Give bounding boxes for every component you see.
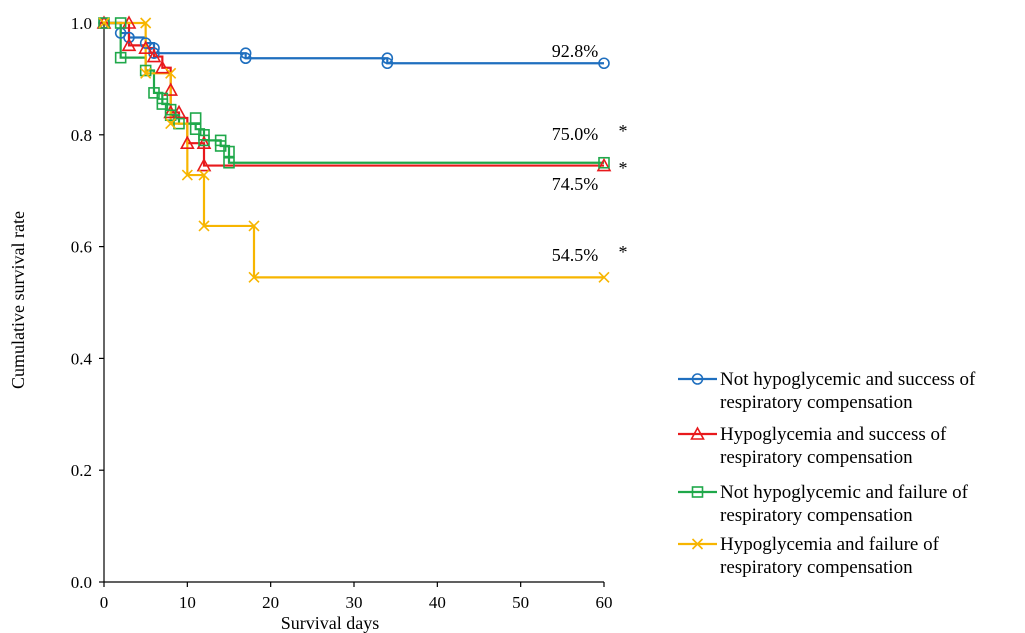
- data-point-marker: [239, 52, 252, 65]
- data-point-marker: [98, 17, 110, 29]
- data-point-marker: [123, 31, 135, 44]
- data-point-marker: [189, 112, 202, 124]
- legend-item-not-hypoglycemic-and-success-of-respiratory-compensation: Not hypoglycemic and success ofrespirato…: [678, 369, 976, 413]
- data-point-marker: [154, 60, 170, 74]
- y-tick-label: 0.4: [71, 349, 93, 368]
- data-point-marker: [198, 169, 210, 181]
- data-point-marker: [165, 67, 177, 79]
- data-point-marker: [139, 64, 152, 77]
- data-point-marker: [381, 52, 394, 65]
- x-tick-label: 50: [512, 593, 529, 612]
- legend-item-not-hypoglycemic-and-failure-of-respiratory-compensation: Not hypoglycemic and failure ofrespirato…: [678, 482, 969, 526]
- data-point-marker: [598, 156, 610, 169]
- significance-marker: *: [619, 242, 628, 262]
- series-markers: [96, 15, 612, 283]
- data-point-marker: [196, 135, 212, 149]
- data-point-marker: [163, 104, 179, 119]
- legend-swatch-marker: [691, 538, 704, 550]
- data-point-marker: [114, 51, 127, 64]
- data-point-marker: [598, 271, 610, 283]
- data-point-marker: [248, 220, 260, 232]
- legend-label: Not hypoglycemic and failure of: [720, 482, 969, 503]
- legend-label: Hypoglycemia and success of: [720, 424, 947, 445]
- data-point-marker: [248, 271, 260, 283]
- x-tick-label: 40: [429, 593, 446, 612]
- legend-swatch-marker: [691, 486, 704, 498]
- data-point-marker: [223, 145, 235, 158]
- data-point-marker: [114, 17, 127, 29]
- x-axis-title: Survival days: [281, 613, 380, 633]
- legend-label: respiratory compensation: [720, 447, 913, 468]
- series-lines: [104, 21, 604, 279]
- data-point-marker: [198, 134, 210, 147]
- end-percentage-label: 75.0%: [552, 124, 599, 144]
- end-percentage-label: 54.5%: [552, 245, 599, 265]
- data-point-marker: [98, 17, 110, 29]
- x-tick-label: 60: [596, 593, 613, 612]
- data-point-marker: [164, 109, 177, 122]
- x-tick-label: 20: [262, 593, 279, 612]
- data-point-marker: [223, 156, 235, 169]
- significance-marker: *: [619, 121, 628, 141]
- legend-label: respiratory compensation: [720, 392, 913, 413]
- y-tick-label: 0.0: [71, 573, 92, 592]
- data-point-marker: [181, 169, 193, 181]
- data-point-marker: [163, 82, 179, 96]
- end-percentage-label: 74.5%: [552, 174, 599, 194]
- series-line-hypoglycemia-and-success-of-respiratory-compensation: [104, 21, 604, 167]
- x-tick-label: 10: [179, 593, 196, 612]
- significance-marker: *: [619, 158, 628, 178]
- data-point-marker: [198, 220, 210, 232]
- legend-swatch-marker: [690, 426, 705, 440]
- y-tick-label: 0.2: [71, 461, 92, 480]
- data-point-marker: [239, 47, 252, 59]
- x-ticks: 0 10 20 30 40 50 60: [100, 582, 613, 612]
- end-annotations: 92.8% 74.5% * 75.0% * 54.5% *: [552, 41, 628, 265]
- series-line-not-hypoglycemic-and-success-of-respiratory-compensation: [104, 21, 604, 65]
- data-point-marker: [196, 157, 212, 172]
- end-percentage-label: 92.8%: [552, 41, 599, 61]
- data-point-marker: [598, 57, 610, 70]
- data-point-marker: [596, 157, 612, 172]
- series-line-not-hypoglycemic-and-failure-of-respiratory-compensation: [104, 21, 604, 164]
- data-point-marker: [173, 117, 185, 130]
- data-point-marker: [140, 67, 152, 79]
- data-point-marker: [165, 118, 177, 130]
- data-point-marker: [139, 37, 152, 49]
- legend-label: Not hypoglycemic and success of: [720, 369, 976, 390]
- legend-label: respiratory compensation: [720, 557, 913, 578]
- legend-label: respiratory compensation: [720, 505, 913, 526]
- y-tick-label: 0.8: [71, 126, 92, 145]
- y-tick-label: 0.6: [71, 238, 92, 257]
- x-tick-label: 30: [346, 593, 363, 612]
- series-line-hypoglycemia-and-failure-of-respiratory-compensation: [104, 21, 604, 279]
- y-ticks: 0.0 0.2 0.4 0.6 0.8 1.0: [71, 14, 104, 592]
- data-point-marker: [140, 17, 152, 29]
- data-point-marker: [179, 135, 195, 149]
- y-axis-title: Cumulative survival rate: [8, 211, 28, 389]
- legend-label: Hypoglycemia and failure of: [720, 534, 940, 555]
- legend: Not hypoglycemic and success ofrespirato…: [678, 369, 976, 578]
- legend-swatch-marker: [691, 373, 704, 385]
- data-point-marker: [146, 48, 162, 63]
- x-tick-label: 0: [100, 593, 109, 612]
- data-point-marker: [381, 57, 394, 70]
- data-point-marker: [138, 40, 154, 54]
- data-point-marker: [121, 37, 137, 52]
- y-tick-label: 1.0: [71, 14, 92, 33]
